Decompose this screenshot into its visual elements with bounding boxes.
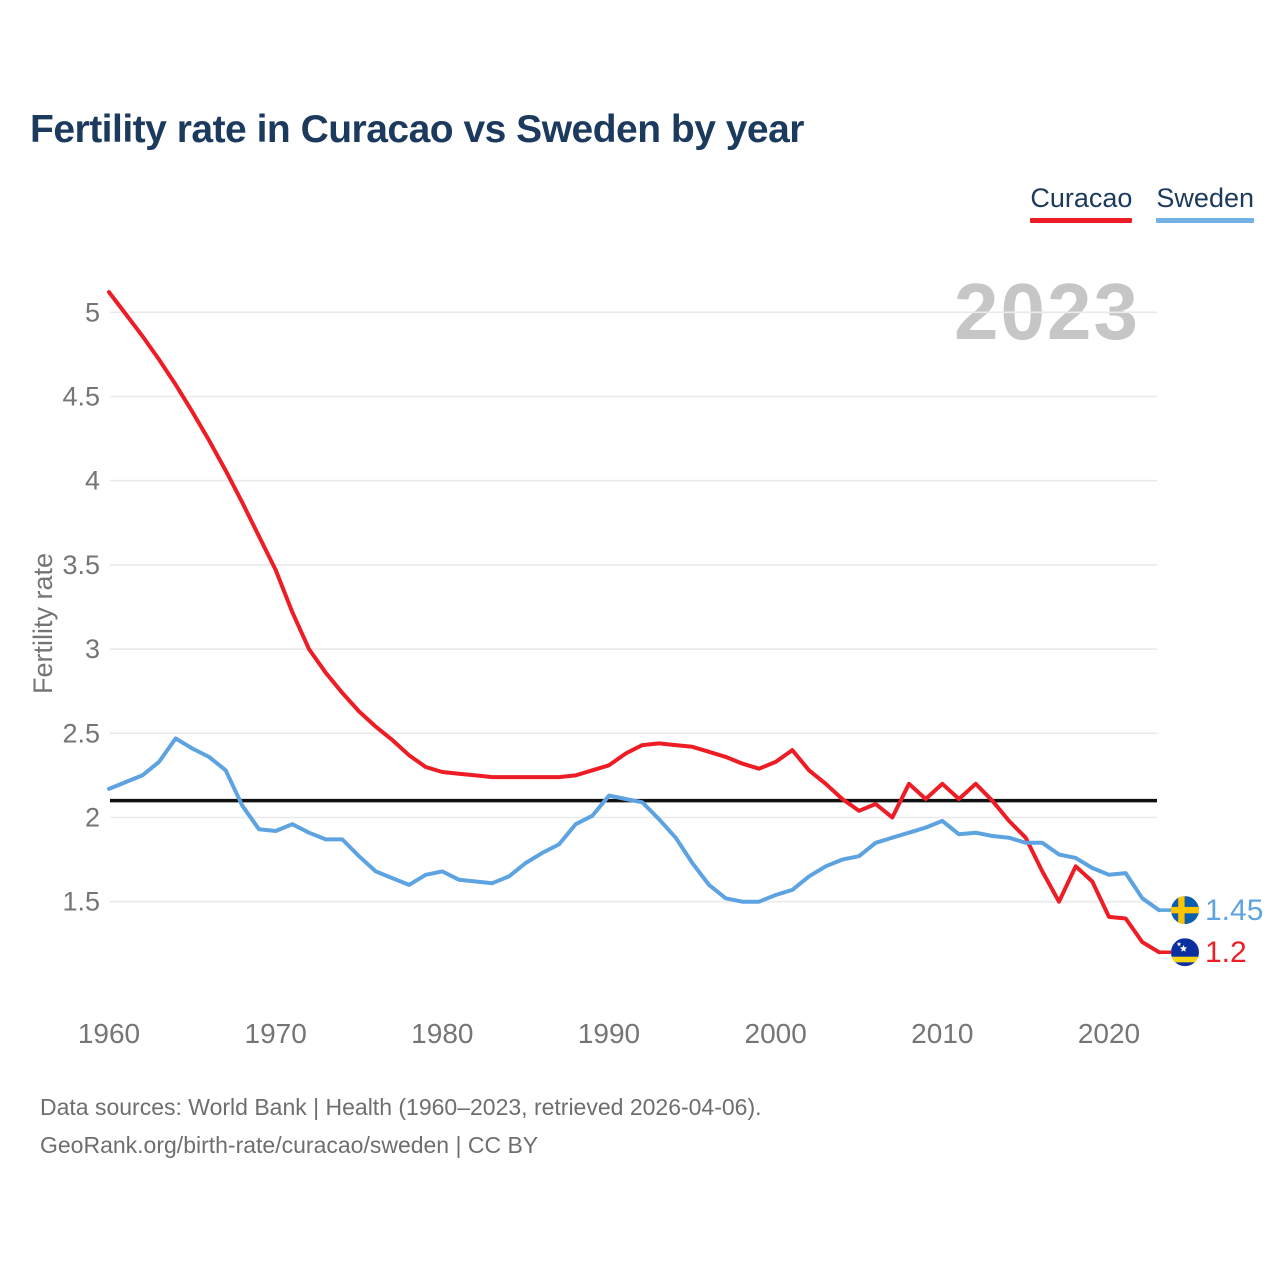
legend-swatch-curacao [1030,217,1133,223]
y-tick-label: 4.5 [62,382,100,412]
legend-swatch-sweden [1156,217,1254,223]
y-tick-label: 5 [85,297,100,327]
legend: Curacao Sweden [1030,183,1254,223]
curacao-line [107,290,1161,955]
legend-item-curacao[interactable]: Curacao [1030,183,1133,223]
y-tick-label: 2.5 [62,718,100,748]
y-tick-label: 2 [85,803,100,833]
footer-attribution-line: GeoRank.org/birth-rate/curacao/sweden | … [40,1132,539,1158]
y-tick-label: 3 [85,634,100,664]
legend-label-curacao: Curacao [1030,183,1133,213]
x-tick-label: 2000 [745,1018,807,1049]
legend-item-sweden[interactable]: Sweden [1156,183,1254,223]
flag-star [1179,944,1188,952]
y-tick-label: 1.5 [62,887,100,917]
footer: Data sources: World Bank | Health (1960–… [40,1088,762,1164]
x-tick-label: 1960 [78,1018,140,1049]
curacao-end-value-label: 1.2 [1205,936,1247,969]
y-tick-label: 3.5 [62,550,100,580]
x-tick-label: 2010 [911,1018,973,1049]
footer-sources-line: Data sources: World Bank | Health (1960–… [40,1094,762,1120]
curacao-flag-icon [1171,938,1199,967]
flag-star [1176,941,1182,947]
sweden-flag-icon [1171,896,1199,925]
sweden-line [107,736,1161,913]
legend-label-sweden: Sweden [1156,183,1254,213]
sweden-end-value-label: 1.45 [1205,894,1263,927]
x-tick-label: 2020 [1078,1018,1140,1049]
x-tick-label: 1970 [245,1018,307,1049]
page-title: Fertility rate in Curacao vs Sweden by y… [30,108,804,151]
x-tick-label: 1990 [578,1018,640,1049]
y-tick-label: 4 [85,466,100,496]
x-tick-label: 1980 [411,1018,473,1049]
